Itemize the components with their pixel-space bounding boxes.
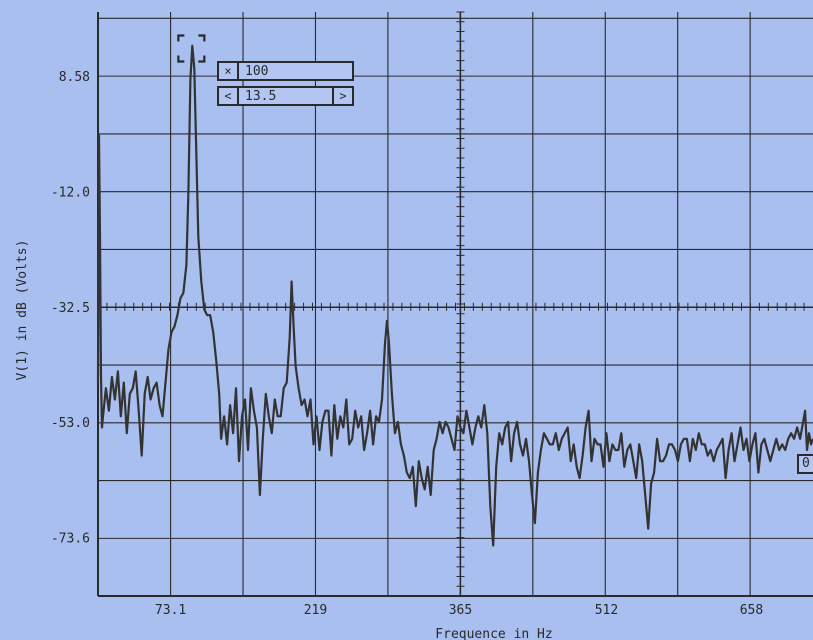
cursor-corner <box>198 34 206 42</box>
y-axis-label: V(1) in dB (Volts) <box>15 240 30 381</box>
right-edge-marker[interactable]: 0 <box>797 454 813 474</box>
x-tick-label: 73.1 <box>155 603 186 618</box>
right-edge-marker-label: 0 <box>802 456 810 471</box>
y-tick-label: -73.6 <box>51 532 90 547</box>
y-tick-label: -32.5 <box>51 301 90 316</box>
x-tick-label: 219 <box>304 603 327 618</box>
cursor-readout-y: < 13.5 > <box>217 86 354 106</box>
y-tick-label: -53.0 <box>51 416 90 431</box>
trace-layer <box>96 44 813 547</box>
cursor-corner <box>177 34 185 42</box>
x-axis-label: Frequence in Hz <box>435 627 552 640</box>
cursor-marker[interactable] <box>177 34 206 63</box>
cursor-left-button[interactable]: < <box>219 88 239 104</box>
x-tick-label: 658 <box>740 603 763 618</box>
cursor-readout-x: × 100 <box>217 61 354 81</box>
cursor-x-value[interactable]: 100 <box>245 63 269 79</box>
cursor-corner <box>177 55 185 63</box>
spectrum-trace <box>96 44 813 547</box>
x-tick-label: 512 <box>595 603 618 618</box>
grid <box>97 11 813 597</box>
axes: 73.1 219 365 512 658 8.58 -12.0 -32.5 -53.0 -73.6 <box>51 70 763 618</box>
cursor-layer <box>177 34 206 63</box>
cursor-y-value[interactable]: 13.5 <box>245 88 277 104</box>
close-readout-button[interactable]: × <box>219 63 239 79</box>
x-tick-label: 365 <box>449 603 472 618</box>
cursor-corner <box>198 55 206 63</box>
cursor-right-button[interactable]: > <box>332 88 352 104</box>
y-tick-label: 8.58 <box>59 70 90 85</box>
y-tick-label: -12.0 <box>51 186 90 201</box>
